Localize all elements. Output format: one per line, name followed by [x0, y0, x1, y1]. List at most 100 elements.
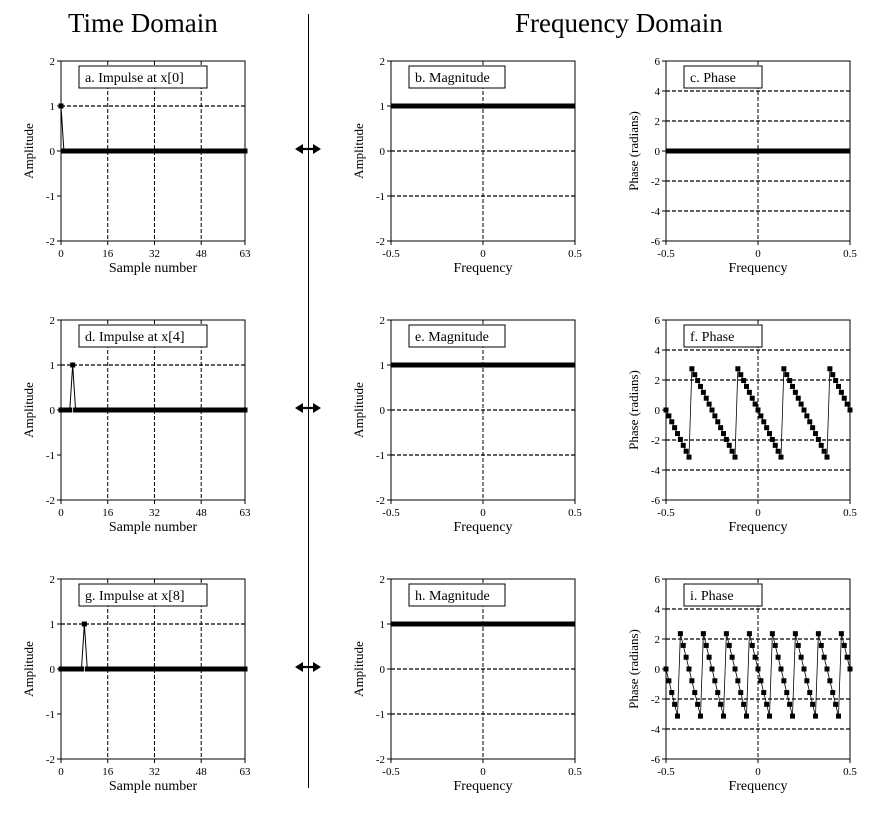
data-point: [67, 666, 73, 672]
data-point: [181, 148, 187, 154]
data-point: [824, 666, 830, 672]
data-point: [761, 690, 767, 696]
data-point: [58, 407, 64, 413]
data-point: [160, 148, 166, 154]
data-point: [154, 666, 160, 672]
data-point: [78, 407, 84, 413]
data-point: [801, 666, 807, 672]
data-point: [219, 666, 225, 672]
x-tick-label: 63: [240, 248, 252, 260]
data-point: [172, 407, 178, 413]
data-point: [683, 448, 689, 454]
data-point: [666, 678, 672, 684]
data-point: [224, 148, 230, 154]
series-line: [61, 364, 245, 411]
data-point: [96, 148, 102, 154]
data-point: [672, 701, 678, 707]
y-axis-label: Amplitude: [351, 123, 366, 179]
data-point: [732, 666, 738, 672]
chart-i: -6 -4 -2 0 2 4 6 -0.5 0 0.5 Frequency Phase (radian…: [626, 574, 857, 794]
y-tick-label: 1: [380, 101, 386, 113]
data-point: [78, 148, 84, 154]
domain-divider: [308, 14, 309, 788]
x-tick-label: 63: [240, 507, 252, 519]
data-point: [735, 366, 741, 372]
chart-e: -2 -1 0 1 2 -0.5 0 0.5 Frequency Amplitude e. Magn…: [351, 315, 582, 535]
y-tick-label: 0: [380, 664, 386, 676]
data-point: [772, 442, 778, 448]
data-point: [116, 148, 122, 154]
data-point: [178, 148, 184, 154]
x-axis-label: Frequency: [728, 520, 787, 535]
chart-b: -2 -1 0 1 2 -0.5 0 0.5 Frequency Amplitude b. Magn…: [351, 56, 582, 276]
x-tick-label: 0: [755, 766, 761, 778]
data-point: [84, 407, 90, 413]
data-point: [134, 148, 140, 154]
x-tick-label: 0: [480, 507, 486, 519]
x-axis-label: Sample number: [109, 779, 198, 794]
x-axis-label: Frequency: [453, 779, 512, 794]
x-tick-label: -0.5: [657, 248, 675, 260]
y-tick-label: 4: [655, 345, 661, 357]
data-point: [775, 448, 781, 454]
y-tick-label: -2: [651, 435, 660, 447]
data-point: [222, 407, 228, 413]
data-point: [836, 383, 841, 389]
data-point: [198, 148, 204, 154]
data-point: [239, 666, 245, 672]
data-point: [163, 148, 169, 154]
data-point: [818, 442, 824, 448]
data-point: [113, 666, 119, 672]
data-point: [67, 407, 73, 413]
data-point: [140, 407, 146, 413]
y-tick-label: -2: [376, 236, 385, 248]
chart-f: -6 -4 -2 0 2 4 6 -0.5 0 0.5 Frequency Phase (radian…: [626, 315, 857, 535]
data-point: [735, 678, 741, 684]
data-point: [695, 378, 701, 384]
data-point: [119, 148, 125, 154]
data-point: [119, 666, 125, 672]
y-tick-label: 0: [655, 405, 661, 417]
data-point: [663, 666, 669, 672]
data-point: [172, 148, 178, 154]
chart-title: a. Impulse at x[0]: [85, 71, 184, 86]
chart-title-box: [408, 583, 506, 607]
data-point: [149, 148, 155, 154]
data-point: [790, 383, 795, 389]
chart-h: -2 -1 0 1 2 -0.5 0 0.5 Frequency Amplitude h. Magn…: [351, 574, 582, 794]
data-point: [87, 148, 93, 154]
data-point: [207, 407, 213, 413]
data-point: [143, 148, 149, 154]
data-point: [210, 666, 216, 672]
x-tick-label: -0.5: [382, 248, 400, 260]
data-point: [105, 148, 111, 154]
data-point: [723, 631, 729, 637]
data-point: [192, 407, 198, 413]
data-point: [128, 148, 134, 154]
data-point: [827, 678, 833, 684]
y-tick-label: 1: [50, 619, 56, 631]
data-point: [723, 436, 729, 442]
data-point: [102, 666, 108, 672]
data-point: [166, 666, 172, 672]
frequency-domain-heading: Frequency Domain: [515, 8, 723, 38]
chart-g: -2 -1 0 1 2 0 16 32 48 63 Sample number Amplitude g.…: [21, 574, 251, 794]
data-point: [827, 366, 833, 372]
y-tick-label: 6: [655, 56, 661, 68]
y-tick-label: -1: [46, 709, 55, 721]
x-tick-label: 0.5: [568, 507, 582, 519]
data-point: [213, 148, 219, 154]
x-tick-label: -0.5: [382, 507, 400, 519]
data-point: [222, 666, 228, 672]
data-point: [744, 713, 749, 719]
y-tick-label: 2: [380, 315, 386, 327]
data-point: [815, 631, 821, 637]
y-tick-label: 0: [380, 146, 386, 158]
data-point: [102, 407, 108, 413]
chart-title: i. Phase: [690, 589, 734, 604]
data-point: [113, 407, 119, 413]
data-point: [758, 678, 764, 684]
data-point: [669, 419, 675, 425]
data-point: [201, 148, 207, 154]
y-tick-label: -2: [46, 236, 55, 248]
